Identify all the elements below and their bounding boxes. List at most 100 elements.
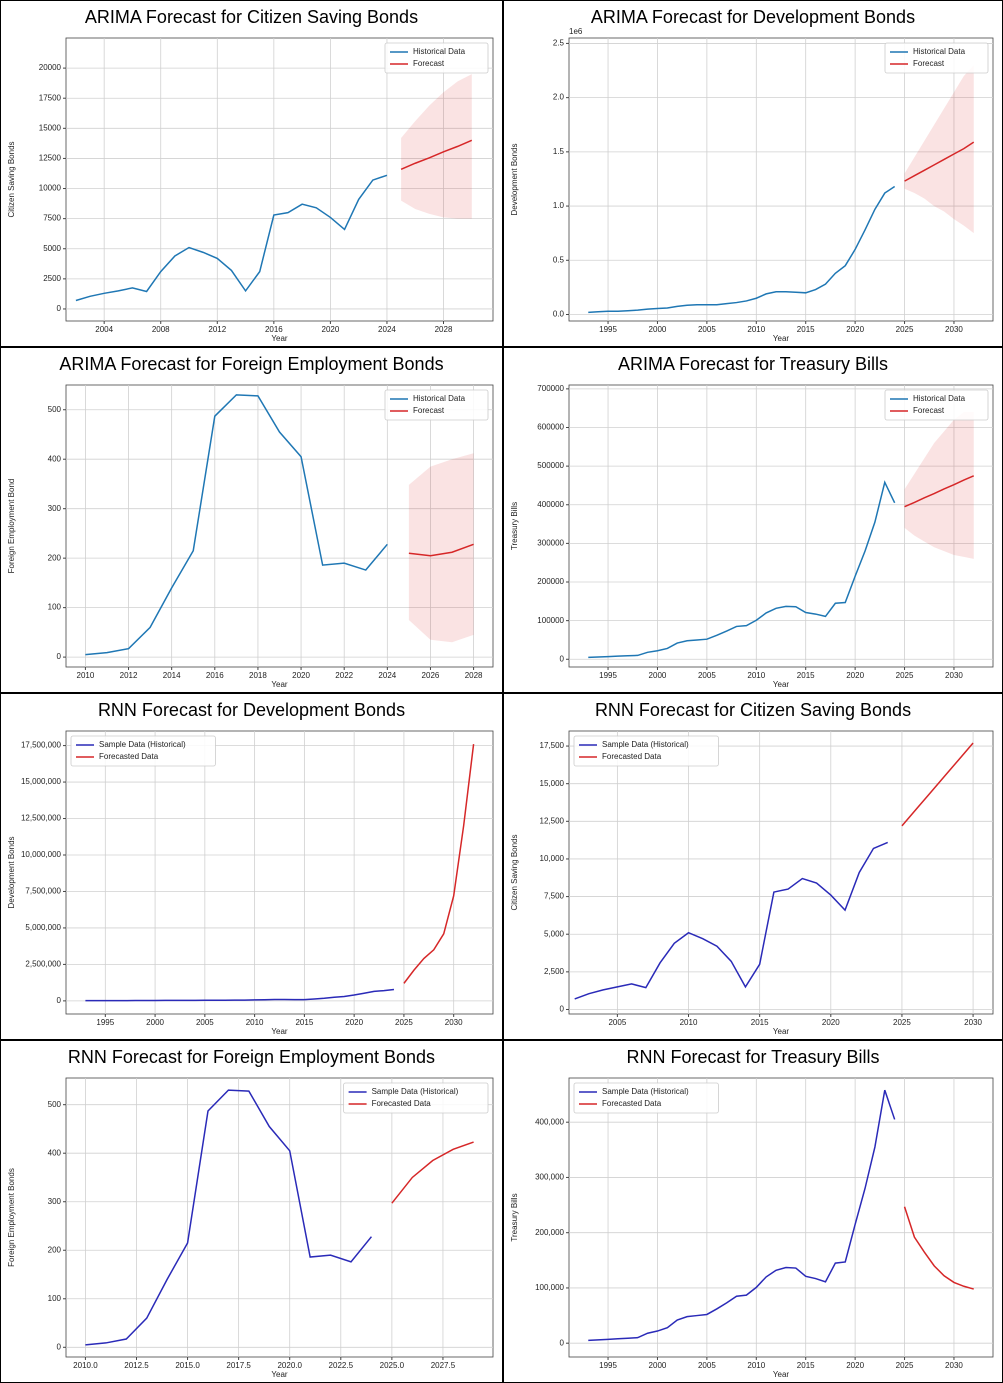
chart-title: RNN Forecast for Development Bonds — [98, 700, 405, 720]
y-tick-label: 10,000,000 — [21, 850, 62, 859]
series-line — [85, 988, 395, 1002]
y-tick-label: 5,000 — [544, 929, 565, 938]
y-tick-label: 0 — [57, 1342, 62, 1351]
y-tick-label: 17,500,000 — [21, 741, 62, 750]
chart-title: RNN Forecast for Foreign Employment Bond… — [68, 1047, 435, 1067]
x-tick-label: 2015 — [295, 1018, 313, 1027]
y-tick-label: 12500 — [39, 154, 62, 163]
x-tick-label: 2000 — [649, 1361, 667, 1370]
y-offset-label: 1e6 — [569, 27, 583, 36]
y-tick-label: 12,500,000 — [21, 814, 62, 823]
series-line — [85, 1089, 373, 1346]
series-line — [391, 1141, 474, 1204]
x-tick-label: 2020 — [846, 325, 864, 334]
x-tick-label: 2024 — [378, 671, 396, 680]
x-tick-label: 2028 — [435, 325, 453, 334]
y-tick-label: 2500 — [43, 274, 61, 283]
x-tick-label: 2010 — [747, 671, 765, 680]
x-tick-label: 2020 — [846, 1361, 864, 1370]
x-tick-label: 2005 — [196, 1018, 214, 1027]
legend-box — [384, 42, 489, 74]
series-line — [588, 480, 896, 659]
series-line — [903, 1206, 974, 1290]
x-tick-label: 1995 — [599, 1361, 617, 1370]
x-tick-label: 2010 — [77, 671, 95, 680]
x-tick-label: 2030 — [945, 1361, 963, 1370]
chart-title: ARIMA Forecast for Development Bonds — [591, 7, 915, 27]
chart-title: ARIMA Forecast for Citizen Saving Bonds — [85, 7, 418, 27]
x-tick-label: 2020 — [292, 671, 310, 680]
y-tick-label: 200000 — [537, 577, 564, 586]
x-tick-label: 2012 — [120, 671, 138, 680]
legend-label: Forecast — [913, 59, 945, 68]
x-tick-label: 2025 — [395, 1018, 413, 1027]
plot-area — [568, 384, 994, 668]
x-axis-label: Year — [271, 334, 288, 343]
y-tick-label: 100000 — [537, 616, 564, 625]
y-axis-label: Citizen Saving Bonds — [510, 834, 519, 910]
confidence-band — [904, 412, 974, 559]
x-tick-label: 2010 — [747, 325, 765, 334]
y-axis-label: Foreign Employment Bond — [7, 479, 16, 574]
chart-title: ARIMA Forecast for Foreign Employment Bo… — [59, 354, 443, 374]
x-tick-label: 2012.5 — [124, 1361, 149, 1370]
x-tick-label: 2025 — [896, 1361, 914, 1370]
x-tick-label: 2017.5 — [226, 1361, 251, 1370]
y-tick-label: 1.0 — [553, 201, 565, 210]
x-axis-label: Year — [773, 1027, 790, 1036]
x-tick-label: 1995 — [599, 671, 617, 680]
y-tick-label: 7,500 — [544, 892, 565, 901]
x-tick-label: 2022.5 — [329, 1361, 354, 1370]
legend-box — [384, 389, 489, 421]
y-tick-label: 100,000 — [535, 1283, 564, 1292]
legend-label: Historical Data — [913, 394, 966, 403]
chart-panel: ARIMA Forecast for Development Bonds 1995… — [503, 0, 1003, 347]
legend-label: Sample Data (Historical) — [99, 740, 186, 749]
panel-border — [0, 693, 503, 1040]
legend-label: Historical Data — [413, 47, 466, 56]
series-line — [400, 139, 473, 170]
y-tick-label: 500 — [48, 1100, 62, 1109]
x-tick-label: 2025.0 — [380, 1361, 405, 1370]
x-axis-label: Year — [773, 680, 790, 689]
x-tick-label: 2027.5 — [431, 1361, 456, 1370]
y-tick-label: 400 — [48, 454, 62, 463]
y-tick-label: 17500 — [39, 93, 62, 102]
plot-area — [568, 37, 994, 322]
legend-box — [70, 735, 216, 767]
confidence-band — [401, 74, 472, 219]
y-axis-label: Treasury Bills — [510, 1193, 519, 1241]
chart-panel: ARIMA Forecast for Citizen Saving Bonds 2… — [0, 0, 503, 347]
y-tick-label: 2.5 — [553, 39, 565, 48]
x-tick-label: 2010.0 — [73, 1361, 98, 1370]
y-tick-label: 0.0 — [553, 310, 565, 319]
x-tick-label: 2018 — [249, 671, 267, 680]
y-tick-label: 2,500,000 — [25, 960, 61, 969]
chart-panel: RNN Forecast for Treasury Bills 1995 2000 2… — [503, 1040, 1003, 1383]
x-tick-label: 2025 — [893, 1018, 911, 1027]
series-line — [75, 174, 388, 302]
legend-label: Forecasted Data — [372, 1099, 432, 1108]
y-tick-label: 500000 — [537, 461, 564, 470]
y-tick-label: 0 — [57, 652, 62, 661]
chart-panel: ARIMA Forecast for Foreign Employment Bo… — [0, 347, 503, 693]
plot-area — [568, 730, 994, 1015]
x-tick-label: 2000 — [649, 325, 667, 334]
y-tick-label: 2,500 — [544, 967, 565, 976]
x-tick-label: 2010 — [246, 1018, 264, 1027]
x-tick-label: 2016 — [265, 325, 283, 334]
legend-label: Forecast — [413, 406, 445, 415]
y-tick-label: 0 — [57, 996, 62, 1005]
plot-area — [65, 1077, 494, 1358]
chart-title: ARIMA Forecast for Treasury Bills — [618, 354, 888, 374]
y-axis-label: Treasury Bills — [510, 502, 519, 550]
y-tick-label: 15,000 — [540, 779, 565, 788]
x-tick-label: 2005 — [698, 671, 716, 680]
legend-label: Historical Data — [413, 394, 466, 403]
y-tick-label: 300,000 — [535, 1173, 564, 1182]
y-tick-label: 300 — [48, 504, 62, 513]
y-tick-label: 700000 — [537, 384, 564, 393]
plot-area — [65, 37, 494, 322]
x-tick-label: 2015 — [751, 1018, 769, 1027]
x-tick-label: 2015 — [797, 1361, 815, 1370]
